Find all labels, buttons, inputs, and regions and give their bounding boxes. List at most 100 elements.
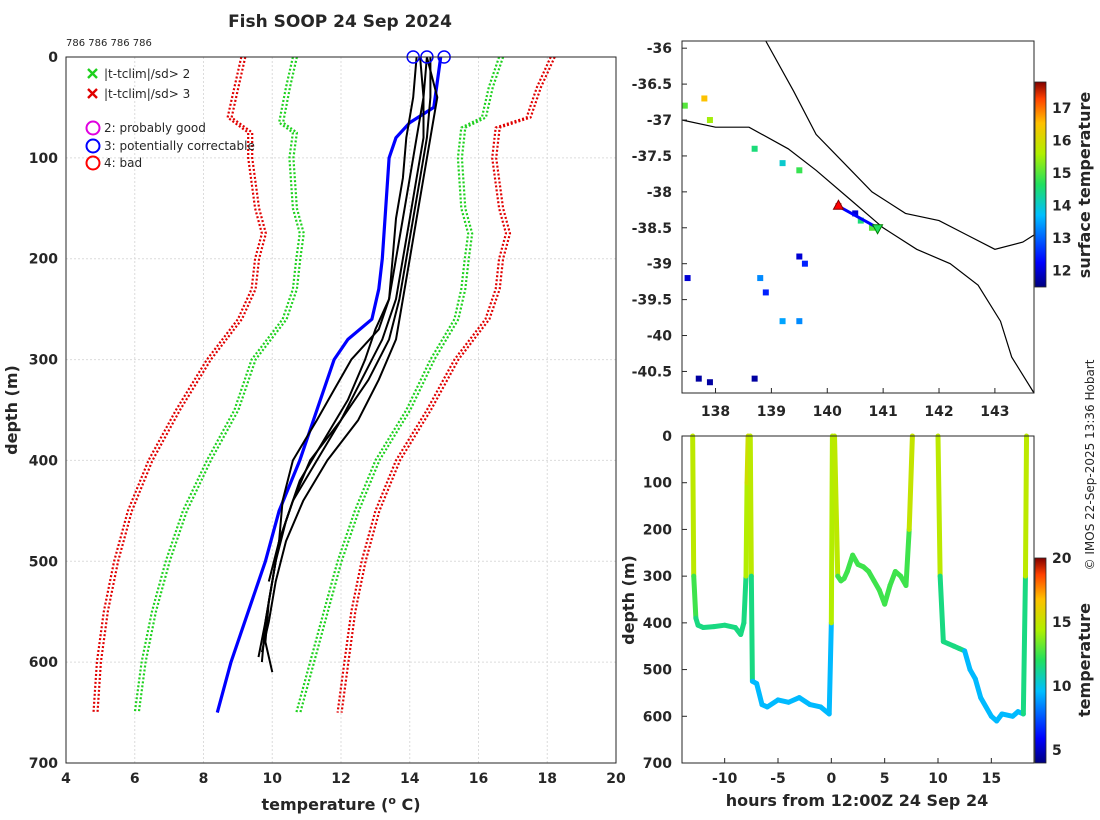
profile-series-line-dup [299,56,505,713]
temperature-colorbar-label: temperature [1075,603,1094,717]
time-ytick-label: 500 [643,663,672,679]
profile-xtick-label: 20 [606,771,626,787]
dive-segment [690,433,697,579]
legend-label: 2: probably good [104,121,206,135]
legend-label: 4: bad [104,156,142,170]
profile-series-line [257,57,432,658]
map-content [681,40,1035,394]
sst-point [852,210,859,217]
legend-marker-x [87,68,98,79]
sst-point [751,145,758,152]
dive-segment [747,433,754,579]
sst-point [684,275,691,282]
sst-point [796,167,803,174]
profile-ytick-label: 600 [29,655,58,671]
surface-temp-colorbar-ticks: 12 13 14 15 16 17 [1052,101,1072,280]
map-ytick-label: -36.5 [632,77,672,93]
sst-point [801,260,808,267]
surface-temp-colorbar-tick: 14 [1052,199,1072,215]
temperature-colorbar-tick: 10 [1052,679,1072,695]
time-ylabel: depth (m) [619,555,638,645]
profile-xtick-label: 18 [538,771,557,787]
profile-xtick-label: 10 [263,771,283,787]
legend-marker-circle [85,138,101,154]
coastline [765,40,1035,250]
legend: |t-tclim|/sd> 2 |t-tclim|/sd> 3 2: probabl… [85,67,255,171]
time-axes-frame [681,435,1035,764]
ship-track [837,204,879,230]
time-ytick-label: 100 [643,476,672,492]
profile-xtick-label: 8 [199,771,209,787]
time-ytick-label: 0 [662,429,672,445]
time-tick-labels: -10 -5 0 5 10 15 0 100 200 300 400 500 600 700 [643,429,1001,787]
time-ytick-label: 700 [643,756,672,772]
temperature-colorbar-ticks: 5 10 15 20 [1052,551,1072,759]
dive-segment [691,573,699,621]
legend-label: |t-tclim|/sd> 2 [104,67,190,81]
profile-series-line [133,56,301,713]
legend-marker-circle [85,155,101,171]
profile-ytick-label: 0 [48,50,58,66]
dive-segment [906,433,915,532]
map-ytick-label: -38.5 [632,221,672,237]
sst-point [701,95,708,102]
profile-series-line [260,56,439,653]
profile-ytick-label: 700 [29,756,58,772]
dive-segment [828,433,835,626]
temperature-colorbar-tick: 5 [1052,743,1062,759]
map-ytick-label: -38 [647,185,672,201]
sst-point [857,217,864,224]
surface-temp-colorbar-tick: 16 [1052,134,1071,150]
map-xtick-label: 142 [924,404,953,420]
surface-temp-colorbar [1034,81,1047,288]
temperature-colorbar-tick: 15 [1052,615,1071,631]
profile-ytick-label: 400 [29,453,58,469]
dive-segment [978,695,994,719]
map-ytick-label: -40.5 [632,364,672,380]
sst-point [796,318,803,325]
dive-segment [826,620,834,717]
legend-marker-circle [85,120,101,136]
time-xtick-label: 0 [826,771,836,787]
time-xtick-label: -10 [712,771,738,787]
map-ytick-label: -37 [647,113,672,129]
legend-label: |t-tclim|/sd> 3 [104,87,190,101]
time-ytick-label: 200 [643,522,672,538]
profile-xlabel: temperature (o C) [261,794,420,814]
sst-point [779,160,786,167]
dive-segment [741,573,749,626]
figure-title: Fish SOOP 24 Sep 2024 [228,12,452,32]
profile-series-line [267,56,425,582]
shelf-contour [681,119,1035,394]
profile-ytick-label: 200 [29,252,58,268]
profile-series-line-dup [137,56,305,713]
dive-segment [937,573,946,645]
sst-point [706,117,713,124]
profile-series-line [336,56,552,713]
surface-temp-colorbar-tick: 15 [1052,166,1071,182]
map-ytick-label: -39 [647,257,672,273]
time-xtick-label: 10 [928,771,948,787]
surface-temp-colorbar-tick: 12 [1052,264,1071,280]
time-plot-area [682,436,1034,763]
sst-point [868,224,875,231]
surface-temp-colorbar-label: surface temperature [1075,92,1094,279]
map-xtick-label: 138 [701,404,730,420]
dive-segment [1022,433,1030,579]
dive-segment [1020,573,1028,717]
time-xtick-label: 5 [880,771,890,787]
surface-temp-colorbar-tick: 17 [1052,101,1071,117]
legend-label: 3: potentially correctable [104,139,255,153]
map-xtick-label: 143 [980,404,1009,420]
time-ytick-label: 600 [643,709,672,725]
profile-ids: 786 786 786 786 [66,38,152,49]
dive-segment [882,582,893,607]
map-ytick-label: -40 [647,329,673,345]
profile-xtick-label: 16 [469,771,488,787]
dive-segment [903,526,912,588]
profile-xtick-label: 14 [400,771,420,787]
sst-point [762,289,769,296]
